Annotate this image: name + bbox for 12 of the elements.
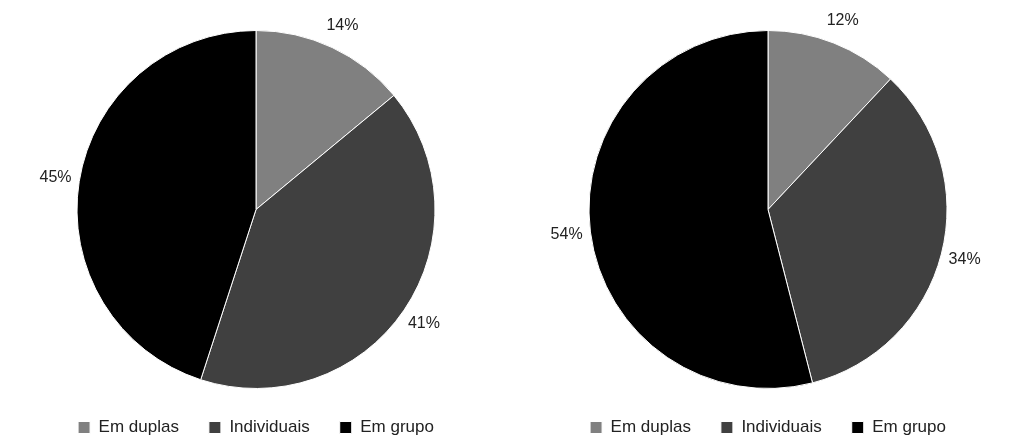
data-label: 45% xyxy=(39,168,72,186)
legend-label: Individuais xyxy=(229,417,310,437)
legend-label: Em duplas xyxy=(98,417,179,437)
data-label: 12% xyxy=(826,11,859,29)
data-label: 34% xyxy=(948,250,981,268)
data-label: 54% xyxy=(550,225,583,243)
data-label: 41% xyxy=(407,314,440,332)
data-label: 14% xyxy=(326,16,359,34)
legend-label: Individuais xyxy=(741,417,822,437)
legend-label: Em duplas xyxy=(610,417,691,437)
legend-label: Em grupo xyxy=(360,417,434,437)
legend-label: Em grupo xyxy=(872,417,946,437)
